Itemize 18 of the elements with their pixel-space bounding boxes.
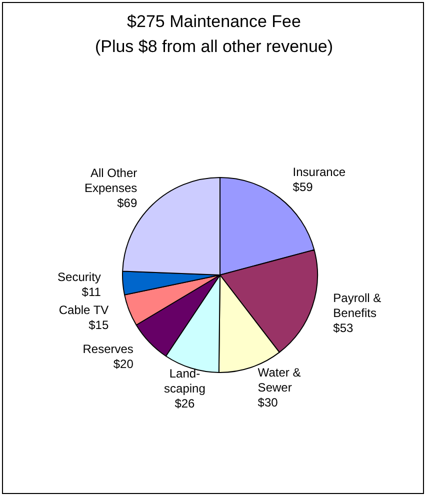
data-label: $20 [113,357,134,372]
slice-label: Land- scaping [164,366,206,396]
slice-label: Water & Sewer [258,366,301,395]
data-label: $15 [88,318,109,332]
data-label: $26 [174,396,196,410]
data-label: $30 [258,396,278,410]
data-label: $11 [82,284,102,299]
data-label: $69 [117,196,138,210]
slice-label: Security [58,270,101,284]
slice-label: All Other Expenses [84,166,138,196]
chart-title: $275 Maintenance Fee [126,12,302,32]
chart-subtitle: (Plus $8 from all other revenue) [94,37,334,57]
slice-label: Cable TV [58,303,109,318]
slice-label: Payroll & Benefits [333,290,382,320]
slice-label: Reserves [82,342,134,356]
data-label: $59 [292,180,314,194]
slice-label: Insurance [292,165,346,180]
data-label: $53 [333,320,354,335]
